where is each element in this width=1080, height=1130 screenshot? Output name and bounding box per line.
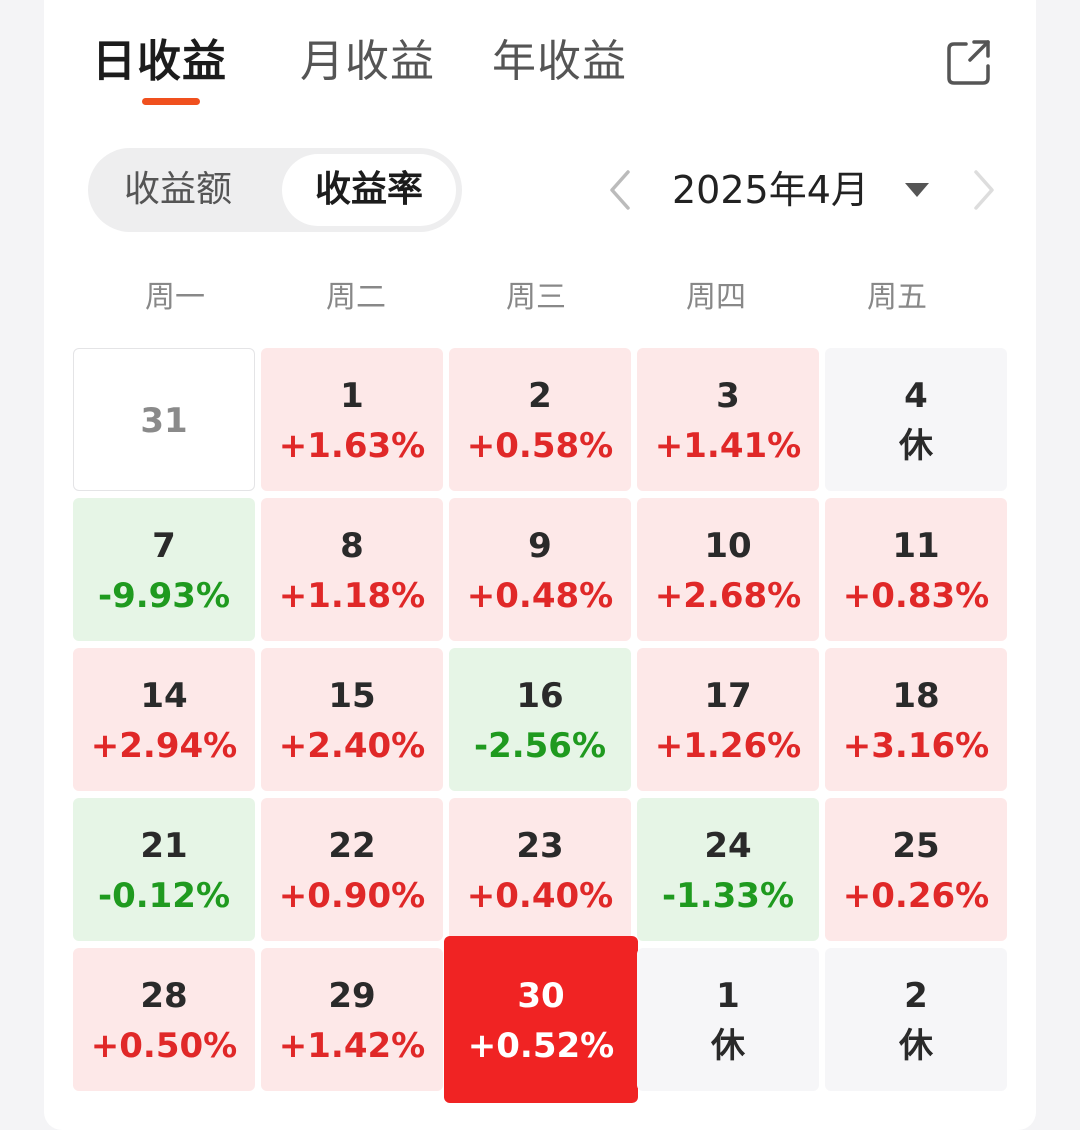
day-number: 2	[528, 376, 552, 416]
day-return-value: +0.52%	[467, 1026, 615, 1066]
tab-monthly-profit[interactable]: 月收益	[300, 36, 435, 87]
calendar-day-cell[interactable]: 29 +1.42%	[261, 948, 443, 1091]
day-number: 25	[892, 826, 940, 866]
calendar-day-cell[interactable]: 14 +2.94%	[73, 648, 255, 791]
day-return-value: +1.41%	[654, 426, 802, 466]
tab-yearly-profit[interactable]: 年收益	[492, 36, 627, 87]
day-return-value: +0.48%	[466, 576, 614, 616]
weekday-tue: 周二	[326, 280, 386, 315]
calendar-day-cell[interactable]: 30 +0.52%	[444, 936, 638, 1103]
calendar-day-cell[interactable]: 25 +0.26%	[825, 798, 1007, 941]
day-number: 31	[140, 401, 188, 441]
calendar-day-cell[interactable]: 8 +1.18%	[261, 498, 443, 641]
calendar-day-cell[interactable]: 31	[73, 348, 255, 491]
day-return-value: +2.40%	[278, 726, 426, 766]
calendar-day-cell[interactable]: 18 +3.16%	[825, 648, 1007, 791]
toggle-profit-rate[interactable]: 收益率	[282, 154, 456, 226]
calendar-day-cell[interactable]: 23 +0.40%	[449, 798, 631, 941]
calendar-day-cell[interactable]: 11 +0.83%	[825, 498, 1007, 641]
holiday-label: 休	[899, 426, 933, 466]
day-number: 10	[704, 526, 752, 566]
day-number: 22	[328, 826, 376, 866]
day-return-value: -9.93%	[97, 576, 231, 616]
holiday-label: 休	[711, 1026, 745, 1066]
day-return-value: +3.16%	[842, 726, 990, 766]
day-return-value: +0.83%	[842, 576, 990, 616]
day-number: 24	[704, 826, 752, 866]
calendar-day-cell[interactable]: 17 +1.26%	[637, 648, 819, 791]
day-number: 21	[140, 826, 188, 866]
calendar-day-cell[interactable]: 16 -2.56%	[449, 648, 631, 791]
day-number: 11	[892, 526, 940, 566]
day-return-value: +0.90%	[278, 876, 426, 916]
calendar-day-cell[interactable]: 15 +2.40%	[261, 648, 443, 791]
calendar-day-cell[interactable]: 22 +0.90%	[261, 798, 443, 941]
weekday-mon: 周一	[145, 280, 205, 315]
day-number: 8	[340, 526, 364, 566]
day-return-value: +1.26%	[654, 726, 802, 766]
month-selector[interactable]: 2025年4月	[672, 168, 869, 212]
day-number: 3	[716, 376, 740, 416]
calendar-day-cell[interactable]: 21 -0.12%	[73, 798, 255, 941]
holiday-label: 休	[899, 1026, 933, 1066]
metric-toggle: 收益额 收益率	[88, 148, 462, 232]
weekday-wed: 周三	[506, 280, 566, 315]
share-icon[interactable]	[944, 36, 996, 88]
profit-calendar-card: 日收益 月收益 年收益 收益额 收益率 2025年4月 周一 周二 周三 周四 …	[44, 0, 1036, 1130]
day-return-value: +2.68%	[654, 576, 802, 616]
day-number: 2	[904, 976, 928, 1016]
chevron-left-icon[interactable]	[606, 168, 634, 212]
day-number: 16	[516, 676, 564, 716]
day-number: 18	[892, 676, 940, 716]
day-return-value: +2.94%	[90, 726, 238, 766]
day-number: 15	[328, 676, 376, 716]
day-return-value: -0.12%	[97, 876, 231, 916]
day-return-value: +0.58%	[466, 426, 614, 466]
chevron-right-icon[interactable]	[970, 168, 998, 212]
day-number: 30	[517, 976, 565, 1016]
day-return-value: +1.63%	[278, 426, 426, 466]
day-return-value: +0.40%	[466, 876, 614, 916]
day-number: 23	[516, 826, 564, 866]
calendar-day-cell[interactable]: 24 -1.33%	[637, 798, 819, 941]
calendar-day-cell[interactable]: 3 +1.41%	[637, 348, 819, 491]
day-return-value: +1.42%	[278, 1026, 426, 1066]
day-return-value: +0.50%	[90, 1026, 238, 1066]
day-number: 1	[716, 976, 740, 1016]
day-return-value: +0.26%	[842, 876, 990, 916]
day-number: 7	[152, 526, 176, 566]
calendar-day-cell[interactable]: 28 +0.50%	[73, 948, 255, 1091]
day-number: 28	[140, 976, 188, 1016]
weekday-fri: 周五	[867, 280, 927, 315]
calendar-day-cell[interactable]: 10 +2.68%	[637, 498, 819, 641]
caret-down-icon[interactable]	[904, 182, 930, 198]
calendar-day-cell[interactable]: 9 +0.48%	[449, 498, 631, 641]
day-number: 1	[340, 376, 364, 416]
day-number: 14	[140, 676, 188, 716]
day-number: 29	[328, 976, 376, 1016]
calendar-day-cell[interactable]: 1 +1.63%	[261, 348, 443, 491]
active-tab-indicator	[142, 98, 200, 105]
day-number: 9	[528, 526, 552, 566]
day-number: 17	[704, 676, 752, 716]
day-return-value: +1.18%	[278, 576, 426, 616]
tab-daily-profit[interactable]: 日收益	[92, 36, 227, 87]
calendar-day-cell[interactable]: 2 +0.58%	[449, 348, 631, 491]
day-return-value: -2.56%	[473, 726, 607, 766]
day-return-value: -1.33%	[661, 876, 795, 916]
toggle-profit-amount[interactable]: 收益额	[123, 169, 232, 210]
day-number: 4	[904, 376, 928, 416]
calendar-day-cell[interactable]: 7 -9.93%	[73, 498, 255, 641]
weekday-thu: 周四	[686, 280, 746, 315]
